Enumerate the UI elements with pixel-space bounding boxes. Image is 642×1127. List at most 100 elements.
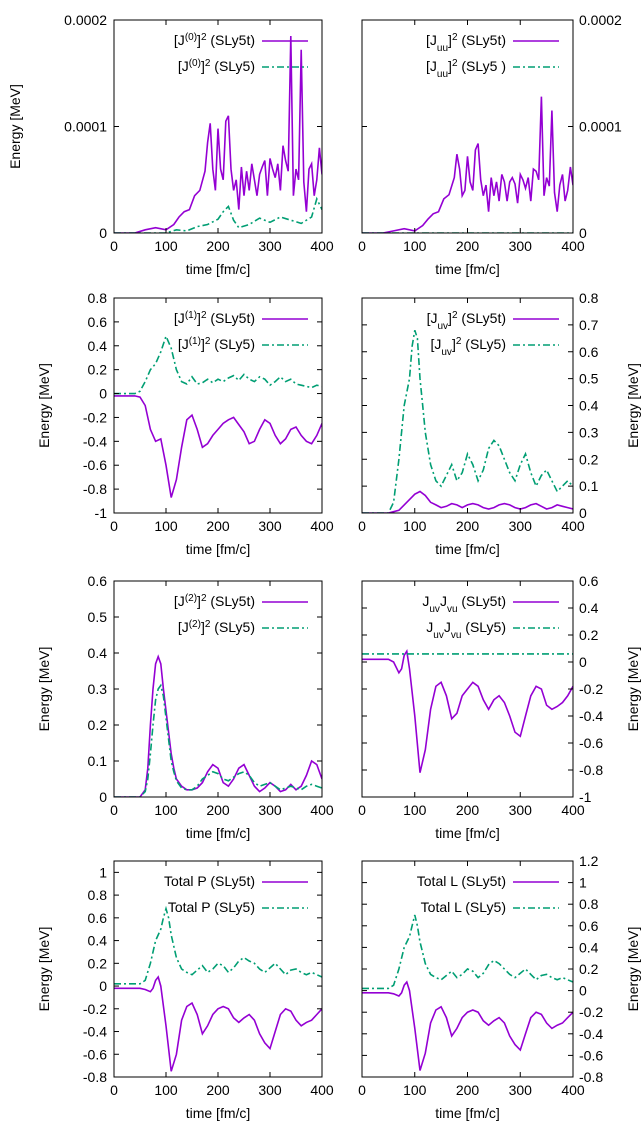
x-tick-label: 0 (110, 802, 118, 818)
y-tick-label: 0.0001 (579, 119, 622, 135)
y-axis-label: Energy [MeV] (625, 927, 641, 1012)
y-tick-label: -0.2 (83, 1001, 107, 1017)
series-line-sly5 (114, 196, 322, 233)
x-axis-label: time [fm/c] (435, 261, 500, 277)
y-tick-label: 0.4 (88, 338, 108, 354)
x-tick-label: 400 (561, 238, 585, 254)
y-tick-label: 0 (99, 225, 107, 241)
y-tick-label: 0.8 (88, 290, 108, 306)
x-tick-label: 400 (310, 238, 334, 254)
legend-label: Total P (SLy5) (168, 899, 255, 915)
legend-label: Total L (SLy5t) (417, 873, 506, 889)
x-tick-label: 300 (509, 1082, 533, 1098)
legend-label: [J(0)]2 (SLy5t) (174, 32, 255, 49)
y-tick-label: -1 (95, 505, 108, 521)
y-tick-label: -0.8 (579, 762, 603, 778)
y-tick-label: 0 (99, 978, 107, 994)
series-line-sly5 (114, 333, 322, 395)
y-tick-label: 1.2 (579, 853, 599, 869)
legend-label: [Juv]2 (SLy5t) (427, 310, 506, 332)
y-tick-label: 0.5 (579, 371, 599, 387)
x-tick-label: 300 (509, 518, 533, 534)
legend-label: [J(1)]2 (SLy5t) (174, 310, 255, 327)
y-tick-label: 0 (579, 654, 587, 670)
x-tick-label: 200 (206, 518, 230, 534)
x-tick-label: 200 (456, 802, 480, 818)
y-tick-label: 0.2 (579, 961, 599, 977)
x-tick-label: 100 (403, 518, 427, 534)
x-tick-label: 200 (206, 238, 230, 254)
x-tick-label: 300 (258, 238, 282, 254)
legend-label: [Juv]2 (SLy5) (430, 336, 506, 358)
series-line-sly5t (114, 35, 322, 233)
y-tick-label: 0.0002 (579, 12, 622, 28)
y-tick-label: 0.6 (88, 910, 108, 926)
y-tick-label: -0.4 (83, 1024, 107, 1040)
chart-panel-8: 0 100 200 300 400-0.8 -0.6 -0.4 -0.2 0 0.2 0.4 0.6 0… (358, 853, 641, 1121)
x-tick-label: 200 (456, 1082, 480, 1098)
y-tick-label: 0 (99, 386, 107, 402)
legend-label: Total L (SLy5) (421, 899, 506, 915)
x-tick-label: 100 (154, 802, 178, 818)
x-tick-label: 300 (509, 802, 533, 818)
y-tick-label: 0.6 (579, 573, 599, 589)
x-tick-label: 100 (154, 238, 178, 254)
x-tick-label: 0 (110, 518, 118, 534)
legend-label: JuvJvu (SLy5t) (422, 593, 506, 615)
y-tick-label: -0.4 (579, 708, 603, 724)
x-tick-label: 400 (561, 802, 585, 818)
y-tick-label: 0 (579, 983, 587, 999)
x-tick-label: 400 (310, 518, 334, 534)
x-tick-label: 300 (509, 238, 533, 254)
y-tick-label: 0.6 (579, 918, 599, 934)
x-tick-label: 300 (258, 518, 282, 534)
x-axis-label: time [fm/c] (186, 1105, 251, 1121)
x-tick-label: 400 (561, 1082, 585, 1098)
series-line-sly5t (114, 975, 322, 1072)
y-axis-label: Energy [MeV] (625, 363, 641, 448)
legend-label: [J(2)]2 (SLy5) (178, 619, 255, 636)
chart-panel-4: 0 100 200 300 40000.10.20.30.40.50.60.70.8ti… (358, 290, 641, 557)
series-line-sly5 (114, 905, 322, 985)
y-tick-label: 0.6 (88, 314, 108, 330)
x-tick-label: 0 (110, 1082, 118, 1098)
y-axis-label: Energy [MeV] (36, 927, 52, 1012)
y-tick-label: 0.8 (579, 896, 599, 912)
legend-label: Total P (SLy5t) (164, 873, 255, 889)
y-tick-label: 0.0001 (64, 119, 107, 135)
x-tick-label: 400 (310, 1082, 334, 1098)
x-tick-label: 300 (258, 1082, 282, 1098)
y-tick-label: 0 (579, 505, 587, 521)
y-tick-label: 0.2 (88, 362, 108, 378)
y-tick-label: 0 (579, 225, 587, 241)
x-axis-label: time [fm/c] (435, 1105, 500, 1121)
y-tick-label: -0.4 (83, 433, 107, 449)
y-tick-label: 0.6 (88, 573, 108, 589)
y-tick-label: 0.2 (579, 627, 599, 643)
y-tick-label: -0.8 (83, 1069, 107, 1085)
x-axis-label: time [fm/c] (186, 541, 251, 557)
y-tick-label: 0.1 (88, 753, 108, 769)
y-tick-label: -0.6 (579, 1047, 603, 1063)
y-tick-label: 0.4 (88, 645, 108, 661)
chart-panel-7: 0 100 200 300 400 -0.8 -0.6 -0.4 -0.2 0 0.2 0.4 0.6 0… (36, 860, 334, 1121)
y-tick-label: 0.0002 (64, 12, 107, 28)
y-tick-label: 0.4 (579, 600, 599, 616)
y-tick-label: -0.2 (83, 409, 107, 425)
y-tick-label: -0.6 (579, 735, 603, 751)
y-tick-label: 0.7 (579, 317, 599, 333)
chart-panel-3: 0 100 200 300 400 -1 -0.8 -0.6 -0.4 -0.2 0 0.2 0.4 0.… (36, 290, 334, 557)
y-axis-label: Energy [MeV] (625, 647, 641, 732)
y-tick-label: -0.6 (83, 457, 107, 473)
y-tick-label: 0.8 (579, 290, 599, 306)
x-tick-label: 100 (403, 802, 427, 818)
y-tick-label: 0.4 (579, 939, 599, 955)
x-tick-label: 0 (110, 238, 118, 254)
chart-panel-1: 0 100 200 300 400 0 0.0001 0.0002 time [fm/c] Ene… (7, 12, 334, 277)
y-tick-label: -0.2 (579, 681, 603, 697)
y-tick-label: 1 (579, 875, 587, 891)
series-line-sly5t (362, 648, 573, 773)
